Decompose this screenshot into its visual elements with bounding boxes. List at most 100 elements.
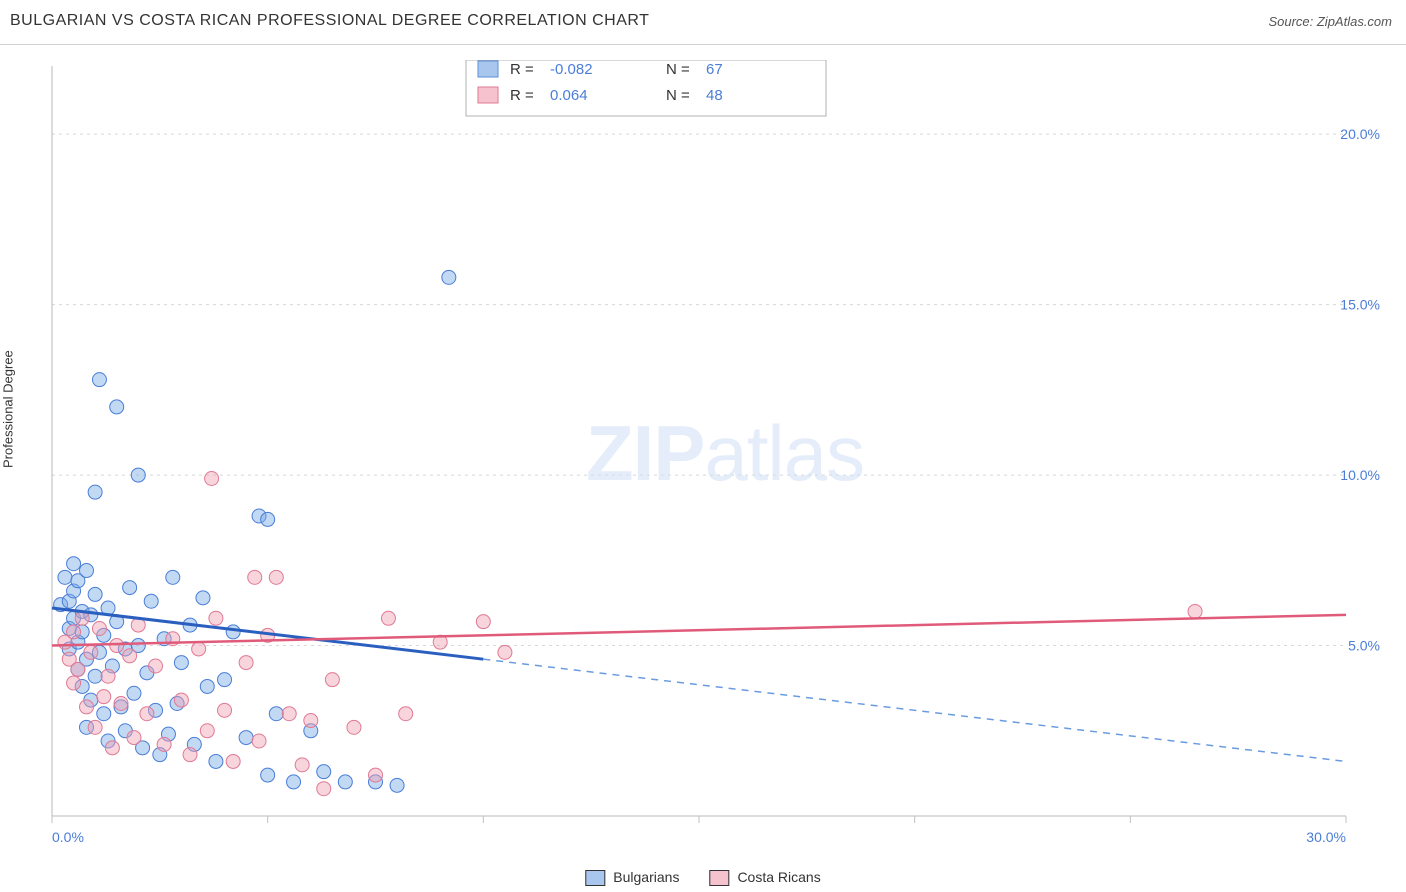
scatter-point-costaricans — [183, 748, 197, 762]
legend-n-label: N = — [666, 87, 690, 104]
legend-n-value: 48 — [706, 87, 723, 104]
scatter-point-bulgarians — [239, 731, 253, 745]
scatter-point-bulgarians — [338, 775, 352, 789]
scatter-point-costaricans — [88, 720, 102, 734]
scatter-point-costaricans — [498, 645, 512, 659]
scatter-point-costaricans — [304, 714, 318, 728]
scatter-point-bulgarians — [200, 679, 214, 693]
source-label: Source: ZipAtlas.com — [1268, 14, 1392, 29]
scatter-point-costaricans — [369, 768, 383, 782]
scatter-point-bulgarians — [218, 673, 232, 687]
scatter-point-bulgarians — [123, 581, 137, 595]
y-tick-label: 20.0% — [1340, 126, 1380, 142]
scatter-point-costaricans — [80, 700, 94, 714]
scatter-point-costaricans — [92, 622, 106, 636]
scatter-point-bulgarians — [209, 754, 223, 768]
scatter-point-costaricans — [248, 570, 262, 584]
legend-r-value: -0.082 — [550, 61, 593, 78]
scatter-point-bulgarians — [127, 686, 141, 700]
scatter-point-costaricans — [123, 649, 137, 663]
scatter-point-bulgarians — [390, 778, 404, 792]
scatter-point-costaricans — [239, 656, 253, 670]
scatter-point-bulgarians — [97, 707, 111, 721]
scatter-point-costaricans — [127, 731, 141, 745]
legend-n-value: 67 — [706, 61, 723, 78]
scatter-point-costaricans — [1188, 604, 1202, 618]
legend-swatch-costaricans-icon — [709, 870, 729, 886]
scatter-point-costaricans — [192, 642, 206, 656]
scatter-point-bulgarians — [174, 656, 188, 670]
scatter-point-costaricans — [105, 741, 119, 755]
scatter-point-costaricans — [67, 676, 81, 690]
footer-legend: Bulgarians Costa Ricans — [585, 869, 820, 886]
legend-swatch-icon — [478, 61, 498, 77]
scatter-point-costaricans — [67, 625, 81, 639]
legend-item-bulgarians: Bulgarians — [585, 869, 679, 886]
y-tick-label: 15.0% — [1340, 297, 1380, 313]
scatter-point-bulgarians — [144, 594, 158, 608]
scatter-point-costaricans — [282, 707, 296, 721]
chart-title: BULGARIAN VS COSTA RICAN PROFESSIONAL DE… — [10, 12, 649, 30]
y-axis-label: Professional Degree — [1, 350, 16, 468]
scatter-point-costaricans — [252, 734, 266, 748]
scatter-point-bulgarians — [196, 591, 210, 605]
scatter-point-costaricans — [347, 720, 361, 734]
scatter-point-costaricans — [101, 669, 115, 683]
scatter-point-bulgarians — [261, 768, 275, 782]
scatter-point-bulgarians — [317, 765, 331, 779]
scatter-point-costaricans — [399, 707, 413, 721]
y-tick-label: 5.0% — [1348, 638, 1380, 654]
scatter-point-bulgarians — [110, 400, 124, 414]
legend-item-costaricans: Costa Ricans — [709, 869, 820, 886]
scatter-point-costaricans — [114, 697, 128, 711]
scatter-point-costaricans — [157, 737, 171, 751]
scatter-point-costaricans — [226, 754, 240, 768]
legend-r-label: R = — [510, 87, 534, 104]
x-tick-label: 0.0% — [52, 829, 84, 845]
scatter-point-bulgarians — [166, 570, 180, 584]
scatter-point-costaricans — [205, 472, 219, 486]
scatter-point-bulgarians — [442, 270, 456, 284]
scatter-point-costaricans — [200, 724, 214, 738]
legend-r-label: R = — [510, 61, 534, 78]
scatter-point-costaricans — [381, 611, 395, 625]
scatter-point-costaricans — [218, 703, 232, 717]
scatter-point-bulgarians — [88, 587, 102, 601]
legend-swatch-bulgarians-icon — [585, 870, 605, 886]
scatter-point-bulgarians — [269, 707, 283, 721]
scatter-point-bulgarians — [80, 564, 94, 578]
scatter-point-costaricans — [149, 659, 163, 673]
watermark: ZIPatlas — [586, 409, 864, 497]
scatter-point-costaricans — [140, 707, 154, 721]
scatter-point-costaricans — [209, 611, 223, 625]
scatter-point-bulgarians — [287, 775, 301, 789]
legend-label-costaricans: Costa Ricans — [737, 869, 820, 885]
scatter-point-bulgarians — [88, 485, 102, 499]
y-tick-label: 10.0% — [1340, 467, 1380, 483]
scatter-point-bulgarians — [92, 373, 106, 387]
trend-line-bulgarians-dash — [483, 659, 1346, 761]
scatter-point-costaricans — [325, 673, 339, 687]
scatter-point-costaricans — [71, 662, 85, 676]
scatter-point-costaricans — [174, 693, 188, 707]
legend-label-bulgarians: Bulgarians — [613, 869, 679, 885]
legend-n-label: N = — [666, 61, 690, 78]
legend-swatch-icon — [478, 87, 498, 103]
scatter-point-bulgarians — [131, 468, 145, 482]
scatter-point-bulgarians — [226, 625, 240, 639]
scatter-point-bulgarians — [58, 570, 72, 584]
x-tick-label: 30.0% — [1306, 829, 1346, 845]
source-prefix: Source: — [1268, 14, 1316, 29]
legend-r-value: 0.064 — [550, 87, 588, 104]
scatter-point-bulgarians — [67, 557, 81, 571]
scatter-point-costaricans — [269, 570, 283, 584]
scatter-point-costaricans — [295, 758, 309, 772]
source-name: ZipAtlas.com — [1317, 14, 1392, 29]
scatter-point-costaricans — [97, 690, 111, 704]
scatter-point-costaricans — [84, 645, 98, 659]
scatter-plot-svg: ZIPatlas 0.0% 30.0% 5.0% 10.0% 15.0% 20.0% R… — [46, 60, 1386, 850]
scatter-point-costaricans — [110, 639, 124, 653]
scatter-point-bulgarians — [88, 669, 102, 683]
header: BULGARIAN VS COSTA RICAN PROFESSIONAL DE… — [0, 0, 1406, 45]
scatter-point-costaricans — [317, 782, 331, 796]
